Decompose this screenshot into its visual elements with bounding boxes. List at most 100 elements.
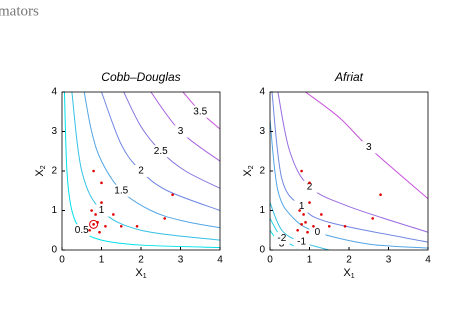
contour-label: 1.5: [114, 185, 128, 196]
contour-label: 2: [307, 181, 313, 192]
point: [302, 213, 305, 216]
x-axis-label: X1: [135, 267, 146, 280]
y-tick-label: 0: [51, 245, 57, 256]
x-tick-label: 1: [99, 255, 105, 266]
contour-label: 0.5: [75, 225, 89, 236]
contour-line: [270, 202, 330, 250]
point: [119, 225, 123, 228]
point: [100, 181, 103, 185]
point: [308, 181, 311, 185]
plot-area: 0.5 1 1.5 2 2.5 3 3.5: [63, 92, 220, 249]
y-tick-label: 3: [51, 126, 57, 137]
contour-line: [305, 92, 428, 200]
chart-title: Afriat: [334, 70, 364, 84]
y-axis-label-main: X: [242, 169, 254, 177]
point: [88, 228, 91, 232]
point: [320, 213, 323, 216]
point: [371, 217, 375, 220]
contour-label: 3.5: [193, 106, 207, 117]
point: [92, 223, 95, 226]
contour-label: -1: [297, 237, 306, 248]
plot-area: -3-2 -1 0 12 3: [270, 92, 428, 250]
point: [94, 213, 97, 216]
point: [98, 230, 101, 234]
x-tick-label: 0: [267, 255, 273, 266]
point: [379, 193, 382, 196]
contour-label-bg: [73, 224, 90, 237]
point: [300, 223, 303, 226]
point: [171, 193, 174, 196]
x-tick-label: 2: [138, 255, 144, 266]
y-tick-label: 1: [259, 205, 265, 216]
point: [112, 213, 115, 216]
point: [298, 209, 301, 212]
x-axis-label-main: X: [135, 267, 143, 279]
point: [343, 225, 347, 228]
y-axis-label-sub: 2: [40, 165, 47, 169]
x-axis-label-sub: 1: [143, 273, 147, 280]
x-tick-label: 4: [217, 255, 223, 266]
contour-label: 1: [299, 201, 305, 212]
point: [306, 230, 309, 234]
contour-label-bg: [133, 165, 149, 177]
x-tick-label: 1: [307, 255, 313, 266]
x-tick-label: 3: [178, 255, 184, 266]
point: [300, 169, 303, 173]
y-tick-label: 4: [51, 87, 57, 98]
point: [135, 225, 139, 228]
y-tick-label: 1: [51, 205, 57, 216]
chart-title: Cobb–Douglas: [101, 70, 180, 84]
y-axis-label-main: X: [34, 169, 46, 177]
contour-label-bg: [293, 200, 310, 213]
y-tick-label: 2: [259, 166, 265, 177]
x-axis-label-sub: 1: [351, 273, 355, 280]
y-tick-label: 4: [259, 87, 265, 98]
contour-label: 3: [366, 142, 372, 153]
point: [104, 225, 107, 228]
point: [312, 225, 315, 228]
x-tick-label: 3: [386, 255, 392, 266]
highlight: [89, 219, 99, 229]
contour-label-bg: [293, 236, 310, 249]
point: [327, 225, 331, 228]
contour-label: 1: [99, 205, 105, 216]
y-axis-label-sub: 2: [248, 165, 255, 169]
point: [100, 201, 103, 204]
contour-label-bg: [309, 226, 326, 239]
contour-label-bg: [273, 232, 290, 245]
y-tick-label: 0: [259, 245, 265, 256]
y-axis-label: X2: [34, 165, 47, 176]
point: [308, 201, 311, 204]
point: [90, 209, 93, 212]
contour-label-bg: [172, 125, 189, 138]
contour-label: -3: [275, 239, 284, 250]
y-axis-label: X2: [242, 165, 255, 176]
x-tick-label: 0: [59, 255, 65, 266]
contour-label-bg: [192, 105, 209, 118]
frame: [269, 91, 429, 251]
point: [304, 221, 307, 224]
point: [92, 169, 95, 173]
contour-label: 0: [315, 227, 321, 238]
contour-line: [270, 119, 428, 249]
x-tick-label: 4: [425, 255, 431, 266]
contour-label-bg: [113, 184, 130, 197]
contour-label: 2: [138, 166, 144, 177]
contour-label-bg: [360, 141, 377, 154]
contour-label: 3: [178, 126, 184, 137]
contour-label-bg: [93, 204, 110, 217]
point: [296, 228, 299, 232]
y-tick-label: 3: [259, 126, 265, 137]
contour-label: 2.5: [154, 146, 168, 157]
x-tick-label: 2: [346, 255, 352, 266]
header-text: mators: [0, 3, 39, 19]
contour-label-bg: [301, 180, 318, 193]
x-axis-label: X1: [343, 267, 354, 280]
point: [163, 217, 166, 220]
x-axis-label-main: X: [343, 267, 351, 279]
contour-label: -2: [277, 233, 286, 244]
y-tick-label: 2: [51, 166, 57, 177]
contour-label-bg: [152, 145, 169, 158]
